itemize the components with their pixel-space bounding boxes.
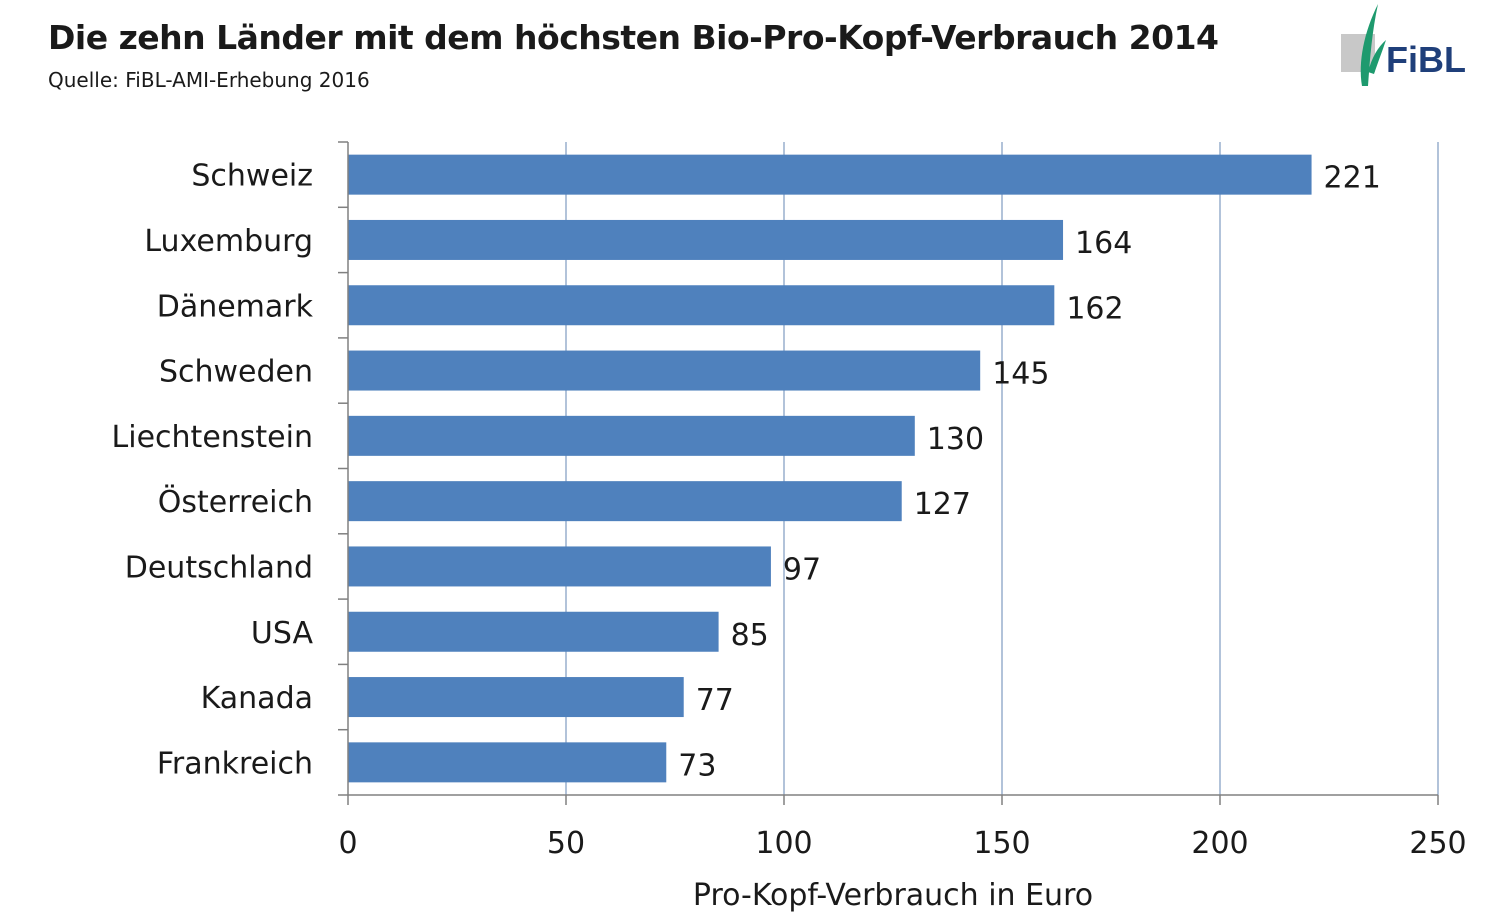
bar-0: [348, 154, 1312, 195]
category-label: Luxemburg: [144, 224, 313, 259]
logo-leaf-icon: [1360, 4, 1386, 86]
bar-4: [348, 415, 915, 456]
value-label: 73: [678, 748, 716, 783]
x-tick-label: 250: [1409, 826, 1466, 861]
axes: [338, 141, 1439, 805]
bars: [348, 154, 1312, 783]
value-label: 77: [696, 683, 734, 718]
value-label: 97: [783, 552, 821, 587]
fibl-logo: FiBL: [1341, 4, 1466, 86]
value-label: 85: [731, 618, 769, 653]
bar-7: [348, 611, 719, 652]
bar-8: [348, 677, 684, 718]
bar-6: [348, 546, 771, 587]
logo-text: FiBL: [1386, 39, 1466, 80]
category-label: Kanada: [201, 681, 313, 716]
chart-title: Die zehn Länder mit dem höchsten Bio-Pro…: [48, 18, 1219, 57]
category-label: Dänemark: [157, 289, 314, 324]
category-label: USA: [251, 616, 314, 651]
category-label: Österreich: [158, 484, 313, 520]
category-label: Deutschland: [125, 550, 313, 585]
category-label: Liechtenstein: [112, 420, 313, 455]
category-label: Schweden: [159, 355, 313, 390]
category-label: Frankreich: [157, 746, 313, 781]
value-label: 145: [992, 357, 1049, 392]
value-label: 130: [927, 422, 984, 457]
x-tick-label: 150: [973, 826, 1030, 861]
x-tick-label: 100: [755, 826, 812, 861]
x-tick-label: 200: [1191, 826, 1248, 861]
x-axis-label: Pro-Kopf-Verbrauch in Euro: [693, 878, 1093, 913]
value-label: 127: [914, 487, 971, 522]
value-label: 164: [1075, 226, 1132, 261]
value-label: 162: [1066, 291, 1123, 326]
bar-5: [348, 481, 902, 522]
category-label: Schweiz: [191, 159, 313, 194]
value-label: 221: [1324, 161, 1381, 196]
bar-3: [348, 350, 981, 391]
bar-1: [348, 219, 1064, 260]
bar-2: [348, 285, 1055, 326]
x-tick-label: 0: [338, 826, 357, 861]
labels: Schweiz 221 Luxemburg 164 Dänemark 162 Schwede…: [112, 159, 1467, 861]
x-tick-label: 50: [547, 826, 585, 861]
bar-9: [348, 742, 667, 783]
chart-subtitle: Quelle: FiBL-AMI-Erhebung 2016: [48, 68, 370, 92]
